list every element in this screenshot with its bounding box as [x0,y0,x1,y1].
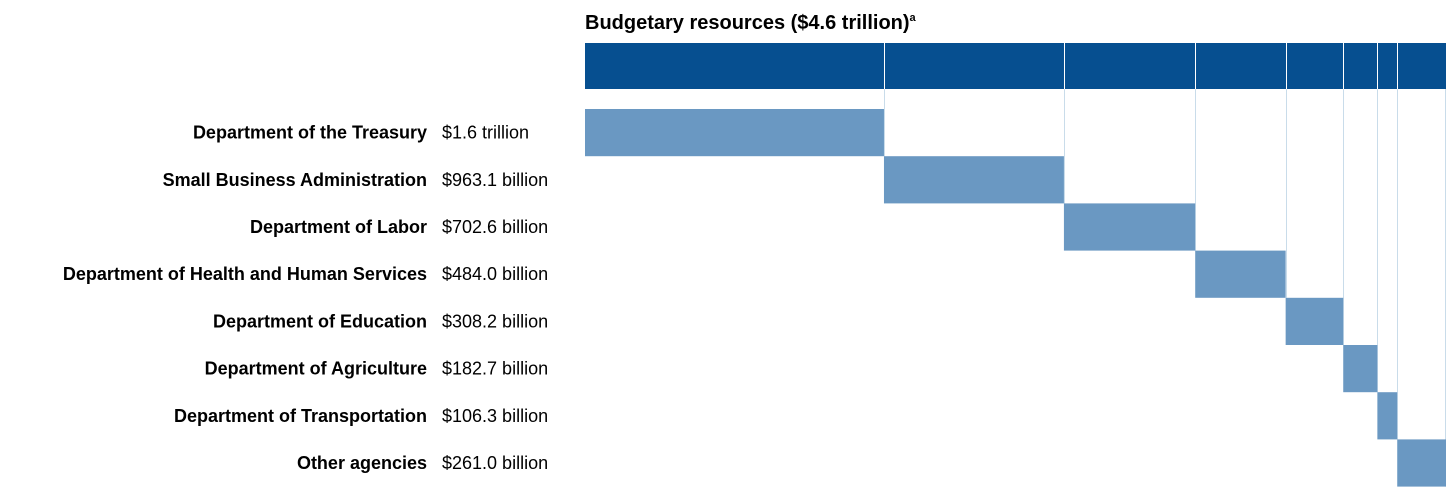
agency-label: Department of the Treasury [193,123,427,143]
total-bar [585,43,1446,89]
agency-label: Department of Labor [250,217,427,237]
value-label: $308.2 billion [442,311,548,331]
value-label: $484.0 billion [442,264,548,284]
agency-label: Department of Agriculture [205,359,427,379]
agency-label: Department of Health and Human Services [63,264,427,284]
agency-label: Department of Education [213,311,427,331]
agency-label: Small Business Administration [163,170,427,190]
agency-label: Department of Transportation [174,406,427,426]
value-label: $261.0 billion [442,453,548,473]
segment-bar [1377,392,1398,440]
segment-bar [1195,250,1286,298]
value-label: $702.6 billion [442,217,548,237]
chart-title-text: Budgetary resources ($4.6 trillion) [585,12,910,34]
grid-lines [884,89,1446,487]
value-label: $182.7 billion [442,359,548,379]
segment-bar [1285,297,1344,345]
segment-bar [883,156,1064,204]
total-bar-group [585,43,1446,89]
segment-bar [1063,203,1196,251]
segment-bar [1397,439,1446,487]
chart-title: Budgetary resources ($4.6 trillion)a [585,12,917,34]
value-label: $106.3 billion [442,406,548,426]
segment-bar [585,109,884,157]
chart-title-footnote: a [910,12,917,24]
row-labels: Department of the Treasury $1.6 trillion S… [63,123,548,473]
segment-bar [1343,345,1378,393]
value-label: $1.6 trillion [442,123,529,143]
agency-label: Other agencies [297,453,427,473]
segment-bars [585,109,1446,487]
value-label: $963.1 billion [442,170,548,190]
